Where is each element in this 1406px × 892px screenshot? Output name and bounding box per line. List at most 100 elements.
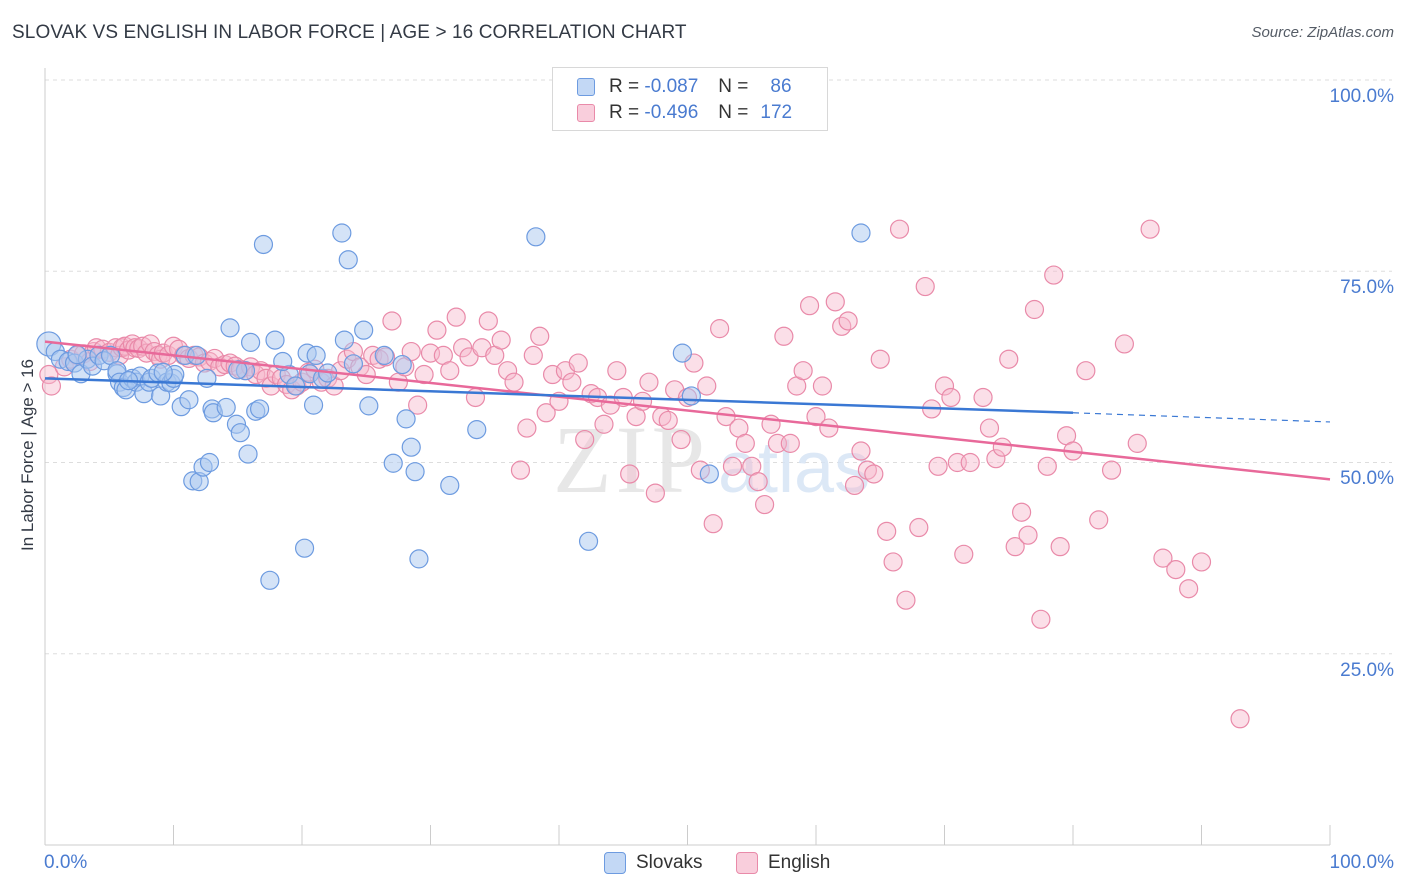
english-point: [806, 407, 826, 427]
legend-swatch-english: [577, 104, 595, 122]
english-point: [1018, 525, 1038, 545]
english-point: [838, 311, 858, 331]
slovaks-point: [409, 549, 429, 569]
slovaks-point: [343, 354, 363, 374]
y-tick-label-75: 75.0%: [1340, 277, 1394, 298]
english-point: [1076, 361, 1096, 381]
english-point: [909, 517, 929, 538]
english-point: [1031, 609, 1051, 629]
english-point: [754, 494, 775, 515]
source-label: Source: ZipAtlas.com: [1251, 24, 1394, 41]
slovaks-point: [578, 531, 599, 551]
slovaks-point: [392, 354, 412, 375]
slovaks-point: [359, 396, 379, 416]
english-point: [851, 441, 871, 461]
english-point: [844, 475, 865, 496]
english-point: [735, 433, 755, 453]
y-tick-label-25: 25.0%: [1340, 660, 1394, 681]
slovaks-point: [228, 360, 248, 380]
english-point: [414, 364, 434, 385]
slovaks-point: [294, 538, 315, 558]
english-point: [883, 552, 903, 572]
english-point: [960, 452, 980, 473]
slovaks-point: [306, 345, 326, 365]
legend-n-label: N =: [718, 76, 749, 97]
english-point: [1166, 559, 1186, 580]
english-point: [1005, 537, 1025, 557]
english-point: [575, 429, 595, 450]
english-point: [774, 326, 794, 346]
english-point: [722, 456, 743, 476]
english-point: [986, 449, 1006, 469]
slovaks-point: [230, 423, 250, 443]
english-point: [41, 376, 62, 396]
english-point: [954, 544, 974, 564]
english-point: [1191, 552, 1212, 572]
english-point: [620, 464, 640, 484]
english-point: [941, 387, 961, 408]
english-point: [594, 414, 614, 434]
legend-row-english: R = -0.496 N = 172: [577, 101, 792, 125]
slovaks-point: [338, 250, 358, 270]
x-tick-label-max: 100.0%: [1329, 852, 1394, 873]
slovaks-point: [260, 570, 280, 590]
english-point: [812, 376, 833, 396]
slovaks-point: [220, 318, 240, 338]
english-point: [478, 311, 498, 331]
english-point: [542, 364, 563, 385]
english-point: [645, 483, 665, 503]
english-point: [562, 372, 582, 392]
english-point: [607, 361, 627, 381]
slovaks-point: [467, 420, 487, 440]
english-point: [1114, 334, 1135, 354]
slovaks-trendline-extension: [1072, 412, 1331, 423]
english-point: [510, 460, 531, 480]
slovaks-point: [67, 345, 87, 365]
english-point: [934, 376, 955, 396]
legend-r-value-english: -0.496: [644, 102, 699, 123]
english-point: [1101, 460, 1122, 480]
english-point: [382, 311, 402, 331]
series-legend-slovaks[interactable]: Slovaks: [604, 852, 703, 874]
english-point: [639, 372, 659, 392]
slovaks-point: [440, 475, 460, 496]
english-point: [896, 590, 916, 610]
legend-n-label: N =: [718, 102, 749, 123]
y-tick-label-100: 100.0%: [1329, 86, 1394, 107]
english-point: [1011, 502, 1032, 522]
english-point: [915, 276, 935, 297]
watermark-zip: ZIP: [553, 406, 709, 513]
slovaks-point: [303, 395, 324, 415]
english-point: [825, 292, 845, 312]
slovaks-point: [187, 345, 207, 365]
slovaks-trendline: [44, 377, 1074, 415]
slovaks-point: [405, 462, 425, 482]
english-point: [401, 341, 421, 362]
english-point: [427, 320, 447, 340]
slovaks-point: [334, 330, 355, 350]
english-point: [864, 464, 884, 484]
series-legend-english[interactable]: English: [736, 852, 830, 874]
english-point: [1044, 265, 1064, 285]
slovaks-points: [36, 223, 871, 590]
english-point: [1230, 709, 1250, 729]
english-point: [530, 326, 550, 346]
legend-swatch-slovaks: [577, 78, 595, 96]
slovaks-point: [851, 223, 871, 243]
english-point: [1024, 299, 1045, 320]
legend-r-label: R =: [609, 102, 640, 123]
english-point: [517, 418, 537, 438]
slovaks-point: [383, 453, 403, 473]
y-tick-label-50: 50.0%: [1340, 468, 1394, 489]
english-point: [1050, 537, 1070, 557]
english-trendline: [44, 340, 1331, 481]
legend-r-label: R =: [609, 76, 640, 97]
slovaks-point: [396, 409, 416, 429]
english-point: [1153, 548, 1173, 568]
english-point: [992, 437, 1012, 457]
watermark: ZIP atlas: [553, 406, 870, 513]
english-point: [491, 330, 511, 350]
english-point: [780, 433, 800, 453]
english-point: [793, 361, 813, 381]
